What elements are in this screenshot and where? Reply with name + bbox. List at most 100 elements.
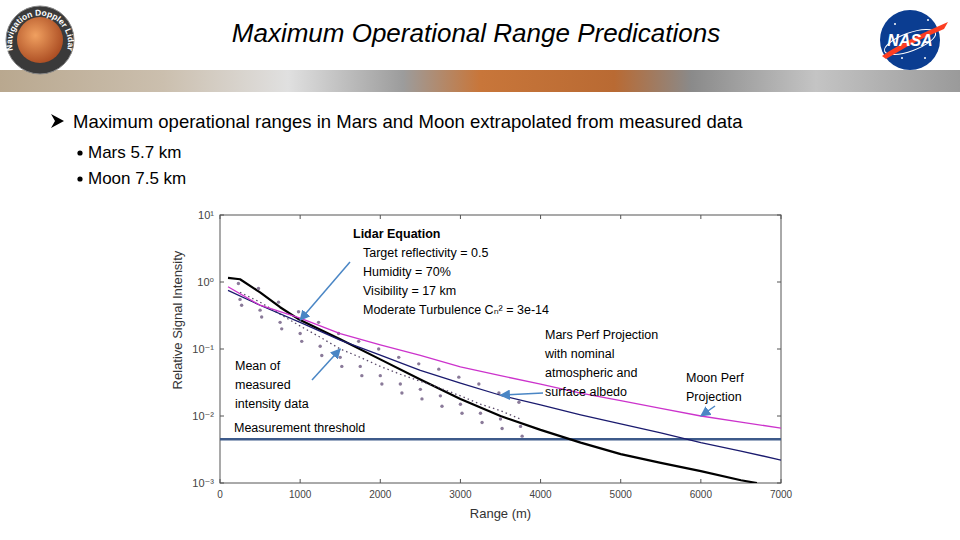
scatter-point	[277, 300, 280, 303]
annotation-line: intensity data	[235, 397, 309, 411]
nasa-star	[901, 57, 903, 59]
x-tick	[380, 215, 381, 219]
scatter-point	[419, 388, 422, 391]
x-tick	[380, 479, 381, 483]
nasa-text: NASA	[887, 32, 932, 49]
annotation-line: measured	[235, 378, 291, 392]
scatter-point	[459, 403, 462, 406]
bullet-main: Maximum operational ranges in Mars and M…	[73, 111, 743, 132]
scatter-point	[240, 304, 243, 307]
y-tick-label: 10⁻¹	[192, 343, 214, 355]
annotation-line: atmospheric and	[545, 366, 637, 380]
scatter-point	[359, 365, 362, 368]
y-tick-label: 10⁰	[197, 276, 214, 288]
x-tick	[781, 479, 782, 483]
scatter-point	[499, 417, 502, 420]
scatter-point	[380, 382, 383, 385]
annotation-arrow	[300, 262, 350, 320]
threshold-line	[220, 438, 781, 441]
y-tick-label: 10¹	[198, 209, 214, 221]
y-tick	[220, 349, 224, 350]
y-tick	[220, 215, 224, 216]
x-tick	[220, 479, 221, 483]
scatter-point	[437, 367, 440, 370]
bullet-item: Moon 7.5 km	[88, 169, 186, 188]
y-tick	[777, 282, 781, 283]
annotation-arrow	[312, 349, 340, 380]
annotation-line: Projection	[686, 390, 742, 404]
scatter-point	[357, 340, 360, 343]
bullet-item: Mars 5.7 km	[88, 143, 182, 162]
x-tick	[460, 479, 461, 483]
scatter-point	[417, 362, 420, 365]
y-tick	[220, 282, 224, 283]
plot-area	[220, 278, 781, 483]
x-tick-label: 5000	[610, 489, 633, 500]
scatter-point	[517, 401, 520, 404]
annotation: Moon PerfProjection	[686, 371, 744, 404]
annotation-line: Mars Perf Projection	[545, 328, 658, 342]
scatter-point	[257, 287, 260, 290]
annotation-line: Mean of	[235, 359, 281, 373]
x-axis-label: Range (m)	[470, 506, 531, 521]
background	[0, 0, 960, 540]
annotation-note: Humidity = 70%	[363, 265, 451, 279]
y-tick	[777, 215, 781, 216]
y-tick	[777, 349, 781, 350]
annotation-line: Lidar Equation	[353, 227, 441, 241]
bullet-dot	[77, 176, 82, 181]
scatter-point	[280, 327, 283, 330]
annotation-line: surface albedo	[545, 385, 627, 399]
threshold-label: Measurement threshold	[234, 421, 365, 435]
scatter-point	[377, 347, 380, 350]
scatter-point	[479, 412, 482, 415]
annotation-arrow	[701, 406, 715, 416]
scatter-point	[298, 332, 301, 335]
nasa-star	[924, 57, 926, 59]
scatter-point	[318, 345, 321, 348]
x-tick	[460, 215, 461, 219]
x-tick	[700, 215, 701, 219]
x-tick-label: 0	[217, 489, 223, 500]
scatter-point	[500, 427, 503, 430]
x-tick	[620, 479, 621, 483]
scatter-point	[399, 382, 402, 385]
x-tick	[300, 479, 301, 483]
y-tick	[220, 483, 224, 484]
scatter-point	[317, 321, 320, 324]
series-line	[228, 278, 757, 483]
plot-frame	[220, 215, 781, 483]
scatter-point	[397, 356, 400, 359]
scatter-point	[460, 412, 463, 415]
logo-planet	[17, 17, 63, 63]
scatter-point	[340, 365, 343, 368]
scatter-point	[339, 356, 342, 359]
scatter-point	[379, 374, 382, 377]
scatter-point	[237, 282, 240, 285]
scatter-point	[457, 375, 460, 378]
scatter-point	[278, 321, 281, 324]
scatter-point	[400, 391, 403, 394]
scatter-point	[477, 382, 480, 385]
nasa-meatball	[880, 10, 940, 70]
x-tick-label: 3000	[449, 489, 472, 500]
x-tick-label: 4000	[529, 489, 552, 500]
scatter-point	[420, 397, 423, 400]
scatter-point	[520, 434, 523, 437]
x-tick	[540, 215, 541, 219]
x-tick-label: 2000	[369, 489, 392, 500]
scatter-point	[360, 374, 363, 377]
logo-text-path: Navigation Doppler Lidar	[4, 7, 76, 52]
annotation-arrow	[501, 393, 544, 395]
x-tick	[781, 215, 782, 219]
y-tick-label: 10⁻³	[192, 477, 214, 489]
nasa-star	[927, 19, 929, 21]
scatter-point	[300, 340, 303, 343]
nasa-swoosh	[882, 22, 948, 59]
nasa-star	[894, 23, 896, 25]
x-tick-label: 1000	[289, 489, 312, 500]
title: Maximum Operational Range Predications	[232, 18, 720, 48]
annotation-note: Target reflectivity = 0.5	[363, 246, 488, 260]
y-tick	[220, 416, 224, 417]
slide: Maximum Operational Range Predications Na…	[0, 0, 960, 540]
